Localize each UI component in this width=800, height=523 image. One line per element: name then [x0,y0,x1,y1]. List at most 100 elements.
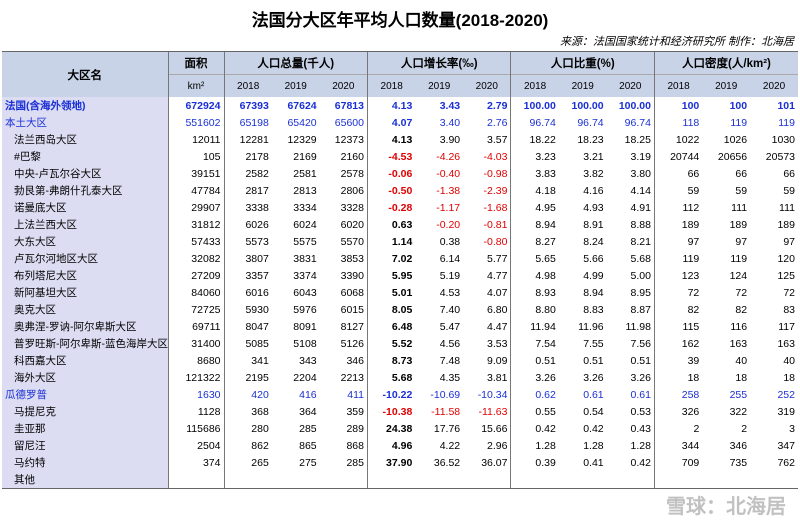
table-cell: 0.63 [366,216,416,233]
table-cell: 0.42 [630,456,651,469]
header-cell: 2019 [558,74,607,97]
table-cell: 6016 [223,284,272,301]
table-cell: 8091 [293,320,317,333]
table-cell: 72725 [167,301,224,318]
table-cell: 24.38 [366,420,416,437]
table-cell [223,471,272,489]
table-cell: 2160 [340,150,364,163]
table-cell: 346 [729,439,748,452]
table-row: 科西嘉大区 8680 341 343 346 8.73 7.48 9.09 0.51 0.51 0.… [2,352,798,369]
table-cell: 59 [735,184,748,197]
table-cell [319,471,368,489]
table-cell: 7.55 [583,337,604,350]
header-cell: 2020 [463,74,511,97]
header-cell: 2020 [606,74,655,97]
header-cell: 人口比重(%) [510,51,655,75]
table-cell: 4.77 [487,269,508,282]
table-cell: 8127 [340,320,364,333]
table-cell: 100 [729,99,748,112]
table-cell: 96.74 [624,116,651,129]
table-cell: 47784 [167,182,224,199]
table-cell: 280 [223,420,272,437]
table-row: 奥克大区 72725 5930 5976 6015 8.05 7.40 6.80 8.80 8.8… [2,301,798,318]
table-cell: 416 [299,388,317,401]
table-cell: 8.91 [583,218,604,231]
table-cell: 1.28 [510,437,559,454]
table-cell: 2817 [223,182,272,199]
table-cell: 868 [346,439,364,452]
table-cell: 4.98 [510,267,559,284]
table-cell: 119 [653,250,703,267]
table-cell: 18.25 [624,133,651,146]
table-cell: 2.79 [487,99,508,112]
table-cell: 322 [729,405,748,418]
table-cell: 3.26 [510,369,559,386]
table-cell: 59 [653,182,703,199]
table-cell: 20744 [653,148,703,165]
table-cell: 40 [735,354,748,367]
table-row: 圭亚那 115686 280 285 289 24.38 17.76 15.66 0.42 0.4… [2,420,798,437]
table-cell: 6.80 [487,303,508,316]
table-cell: 0.51 [583,354,604,367]
table-cell: 0.38 [439,235,461,248]
table-cell: -1.38 [436,184,461,197]
table-cell: -1.68 [483,201,508,214]
table-cell: 7.02 [366,250,416,267]
table-cell: 163 [777,337,795,350]
table-cell: 189 [653,216,703,233]
table-cell: 2.96 [487,439,508,452]
table-cell: 3.53 [487,337,508,350]
table-cell: -0.06 [366,165,416,182]
table-cell [510,471,559,489]
table-cell: 3.80 [630,167,651,180]
table-cell: 3357 [223,267,272,284]
table-cell: 4.53 [439,286,461,299]
table-cell: 5.95 [366,267,416,284]
table-cell: 347 [777,439,795,452]
table-cell: 8.83 [583,303,604,316]
table-cell: 0.61 [630,388,651,401]
header-cell: 人口总量(千人) [223,51,368,75]
table-cell: 865 [299,439,317,452]
table-cell: -11.63 [478,405,508,418]
region-name: 圭亚那 [2,420,168,437]
table-cell: 289 [346,422,364,435]
table-cell: 3.82 [583,167,604,180]
table-cell: 3831 [293,252,317,265]
table-cell: 5.65 [510,250,559,267]
table-cell: 285 [346,456,364,469]
table-cell: -1.17 [436,201,461,214]
table-cell: 5.01 [366,284,416,301]
table-cell: -10.69 [430,388,461,401]
table-cell: 3.23 [510,148,559,165]
header-cell: 2019 [415,74,464,97]
table-cell: 275 [299,456,317,469]
table-cell: 6.14 [439,252,461,265]
table-cell: 368 [223,403,272,420]
table-cell: 18.23 [577,133,604,146]
table-cell: 2 [653,420,703,437]
table-cell: 2582 [223,165,272,182]
table-row: #巴黎 105 2178 2169 2160 -4.53 -4.26 -4.03 3.23 3.2… [2,148,798,165]
table-cell: 862 [223,437,272,454]
table-cell: 364 [299,405,317,418]
table-row: 马提尼克 1128 368 364 359 -10.38 -11.58 -11.63 0.55 0… [2,403,798,420]
table-cell [653,471,703,489]
table-cell: 112 [653,199,703,216]
table-cell: 189 [729,218,748,231]
table-cell: 3.40 [439,116,461,129]
table-cell: 100.00 [571,99,604,112]
table-cell: 0.39 [510,454,559,471]
table-cell: 4.96 [366,437,416,454]
table-cell: 1128 [167,403,224,420]
table-cell: 31400 [167,335,224,352]
table-cell: 119 [730,252,748,265]
table-row: 其他 [2,471,798,489]
table-cell: 2 [741,422,748,435]
table-cell: 5.68 [366,369,416,386]
table-cell: 37.90 [366,454,416,471]
table-cell: 59 [783,184,795,197]
table-cell: 7.40 [439,303,461,316]
table-cell: 252 [777,388,795,401]
table-cell: 69711 [167,318,224,335]
